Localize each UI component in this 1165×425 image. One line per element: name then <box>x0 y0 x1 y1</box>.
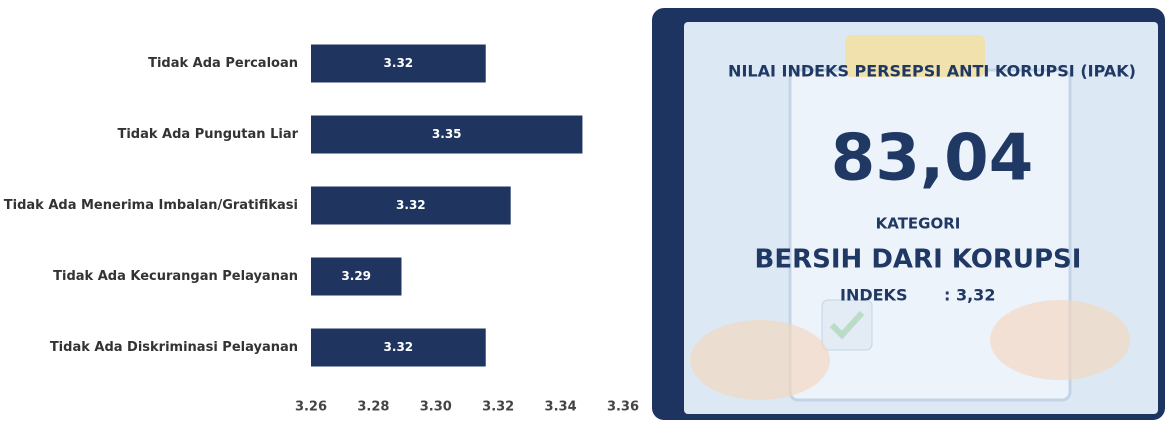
bar <box>311 115 583 154</box>
value-label: 3.29 <box>341 269 371 283</box>
value-label: 3.32 <box>384 56 414 70</box>
bar-chart: 3.26 3.28 3.30 3.32 3.34 3.36 Tidak Ada Percal… <box>4 44 639 415</box>
index-value: : 3,32 <box>944 286 995 305</box>
x-tick-label: 3.36 <box>607 400 639 415</box>
category-value: BERSIH DARI KORUPSI <box>755 245 1082 275</box>
value-label: 3.35 <box>432 127 462 141</box>
x-tick-label: 3.30 <box>420 400 452 415</box>
y-tick-label: Tidak Ada Diskriminasi Pelayanan <box>50 340 298 355</box>
bar <box>311 44 486 83</box>
y-tick-label: Tidak Ada Percaloan <box>148 56 298 71</box>
panel-title: NILAI INDEKS PERSEPSI ANTI KORUPSI (IPAK… <box>728 62 1136 81</box>
value-label: 3.32 <box>384 340 414 354</box>
panel-score: 83,04 <box>831 122 1033 196</box>
hand-illustration <box>990 300 1130 380</box>
bar <box>311 328 486 367</box>
info-panel: NILAI INDEKS PERSEPSI ANTI KORUPSI (IPAK… <box>652 8 1165 420</box>
y-tick-label: Tidak Ada Kecurangan Pelayanan <box>53 269 298 284</box>
value-label: 3.32 <box>396 198 426 212</box>
x-tick-label: 3.28 <box>357 400 389 415</box>
bar <box>311 257 402 296</box>
index-label: INDEKS <box>840 286 907 305</box>
clipboard-clip <box>845 35 985 77</box>
category-label: KATEGORI <box>876 215 961 233</box>
check-icon <box>829 310 865 340</box>
x-tick-label: 3.34 <box>545 400 577 415</box>
hand-illustration <box>690 320 830 400</box>
checkbox <box>821 299 873 351</box>
x-tick-label: 3.26 <box>295 400 327 415</box>
y-tick-label: Tidak Ada Pungutan Liar <box>117 127 298 142</box>
x-tick-label: 3.32 <box>482 400 514 415</box>
y-tick-label: Tidak Ada Menerima Imbalan/Gratifikasi <box>4 198 298 213</box>
bar <box>311 186 511 225</box>
